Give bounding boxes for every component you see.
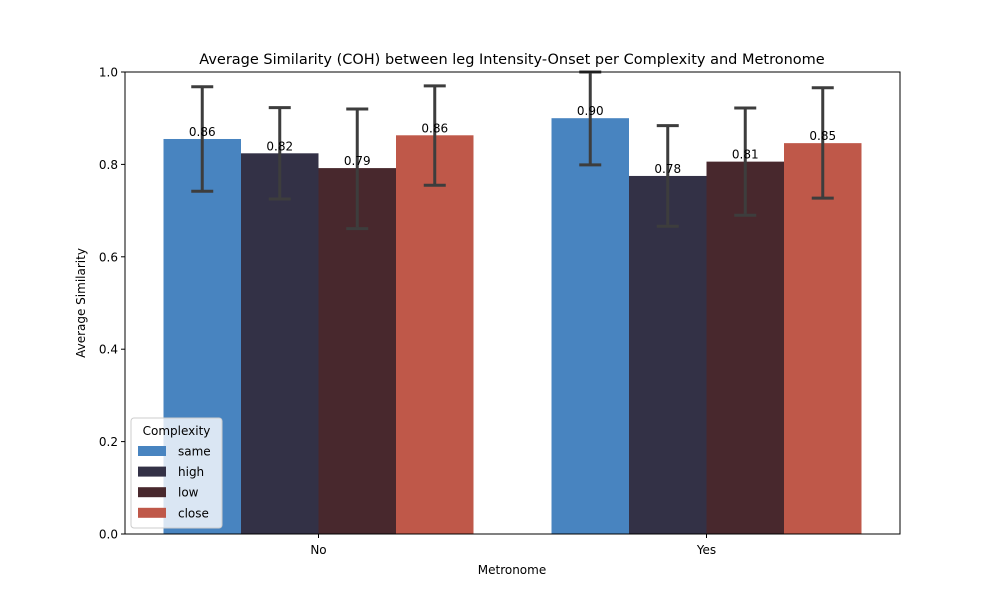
y-axis-label: Average Similarity bbox=[74, 248, 88, 358]
y-tick-label: 0.4 bbox=[99, 343, 118, 357]
legend-swatch-low bbox=[138, 487, 166, 498]
legend: Complexity same high low close bbox=[130, 417, 223, 529]
y-tick-label: 1.0 bbox=[99, 66, 118, 80]
legend-swatch-same bbox=[138, 446, 166, 456]
data-label-close-yes: 0.85 bbox=[809, 129, 836, 143]
x-axis-label: Metronome bbox=[478, 563, 546, 577]
bar-close-no bbox=[396, 135, 474, 534]
data-label-low-yes: 0.81 bbox=[732, 148, 759, 162]
data-label-high-no: 0.82 bbox=[266, 139, 293, 153]
errorbars-layer bbox=[191, 70, 834, 231]
plot-frame bbox=[124, 71, 901, 535]
y-axis: 0.0 0.2 0.4 0.6 0.8 1.0 bbox=[99, 66, 125, 542]
errorbar-high-yes bbox=[656, 124, 679, 228]
bars-layer bbox=[163, 118, 862, 535]
x-axis: No Yes bbox=[310, 534, 716, 557]
legend-swatch-close bbox=[138, 507, 166, 518]
y-tick-label: 0.8 bbox=[99, 158, 118, 172]
legend-label-same: same bbox=[178, 445, 211, 459]
x-tick-label-yes: Yes bbox=[696, 543, 716, 557]
bar-same-yes bbox=[551, 118, 629, 534]
errorbar-close-no bbox=[423, 84, 446, 187]
bar-close-yes bbox=[784, 143, 862, 534]
errorbar-low-yes bbox=[734, 106, 757, 217]
errorbar-low-no bbox=[346, 107, 369, 231]
data-label-close-no: 0.86 bbox=[421, 121, 448, 135]
bar-high-no bbox=[241, 153, 319, 534]
y-tick-label: 0.6 bbox=[99, 250, 118, 264]
bar-high-yes bbox=[629, 175, 707, 534]
data-label-same-yes: 0.90 bbox=[577, 104, 604, 118]
legend-label-low: low bbox=[178, 486, 199, 500]
errorbar-high-no bbox=[268, 106, 291, 201]
legend-label-close: close bbox=[178, 506, 209, 520]
data-label-low-no: 0.79 bbox=[344, 154, 371, 168]
data-label-high-yes: 0.78 bbox=[654, 162, 681, 176]
legend-swatch-high bbox=[138, 466, 166, 477]
legend-label-high: high bbox=[178, 465, 204, 479]
x-tick-label-no: No bbox=[310, 543, 326, 557]
errorbar-close-yes bbox=[811, 86, 834, 200]
chart-title: Average Similarity (COH) between leg Int… bbox=[199, 52, 825, 68]
data-label-same-no: 0.86 bbox=[189, 125, 216, 139]
data-labels-layer: 0.86 0.90 0.82 0.78 0.79 0.81 0.86 0.85 bbox=[189, 104, 836, 176]
legend-title: Complexity bbox=[143, 424, 211, 438]
errorbar-same-no bbox=[191, 85, 214, 193]
y-tick-label: 0.0 bbox=[99, 528, 118, 542]
y-tick-label: 0.2 bbox=[99, 435, 118, 449]
bar-low-yes bbox=[706, 161, 784, 535]
legend-box bbox=[130, 417, 223, 529]
